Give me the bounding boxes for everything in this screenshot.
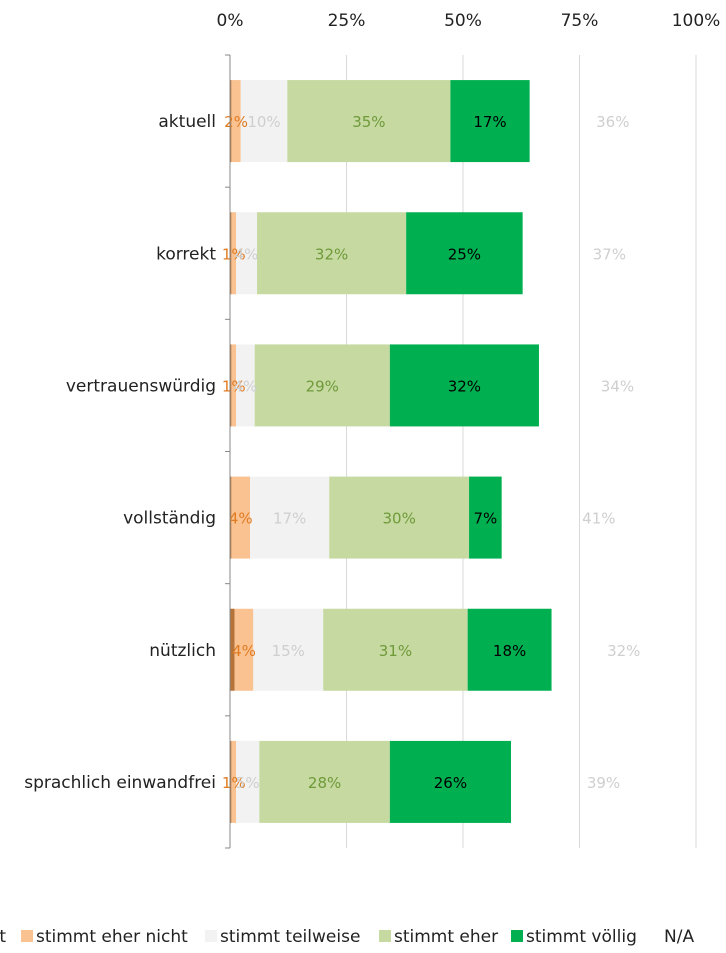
data-label: 7%	[473, 510, 497, 528]
bar-segment	[231, 212, 237, 295]
bar-segment	[236, 740, 260, 823]
data-label: 4%	[229, 510, 253, 528]
category-label: vollständig	[123, 509, 216, 529]
legend-label: stimmt völlig	[526, 927, 637, 947]
bar-segment	[231, 476, 251, 559]
bar-segment	[259, 740, 390, 823]
legend-swatch	[379, 930, 391, 942]
bar-segment	[406, 212, 523, 295]
data-label: 28%	[308, 774, 341, 792]
legend-label: stimmt eher	[394, 927, 498, 947]
data-label: 15%	[272, 642, 305, 660]
data-label: 10%	[247, 113, 280, 131]
bar-segment	[469, 476, 502, 559]
bar-segment	[257, 212, 407, 295]
bar-segment	[389, 344, 539, 427]
data-label: 34%	[601, 377, 634, 395]
x-axis-ticks: 0% 25% 50% 75% 100%	[217, 11, 721, 31]
data-label: 2%	[224, 113, 248, 131]
bar-segment	[250, 476, 330, 559]
data-label: 4%	[232, 642, 256, 660]
data-label: 37%	[593, 245, 626, 263]
bar-segment	[240, 80, 288, 163]
category-label: sprachlich einwandfrei	[24, 773, 216, 793]
category-label: aktuell	[158, 112, 216, 132]
legend-swatch	[205, 930, 217, 942]
data-label: 31%	[379, 642, 412, 660]
x-tick-label: 50%	[444, 11, 482, 31]
data-label: 36%	[596, 113, 629, 131]
bar-segment	[231, 740, 237, 823]
bar-segment	[467, 608, 552, 691]
bar-segment	[236, 212, 258, 295]
bar-segment	[230, 80, 232, 163]
data-label: 1%	[222, 774, 246, 792]
bar-segment	[230, 344, 232, 427]
data-label: 35%	[352, 113, 385, 131]
data-labels: 2% 10% 35% 17% 36%1%4% 32% 25% 37%1%4% 29% 32% 34%…	[222, 113, 641, 792]
bar-segment	[230, 212, 232, 295]
data-label: 41%	[582, 510, 615, 528]
bar-segment	[389, 740, 511, 823]
data-label: 32%	[607, 642, 640, 660]
bar-segment	[323, 608, 468, 691]
data-label: 18%	[493, 642, 526, 660]
bar-segment	[230, 476, 232, 559]
data-label: 4%	[235, 245, 259, 263]
legend: …nt stimmt eher nicht stimmt teilweise stim…	[0, 927, 694, 947]
category-label: vertrauenswürdig	[66, 376, 216, 396]
category-labels: aktuell korrekt vertrauenswürdig vollständi…	[24, 112, 216, 793]
data-label: 1%	[222, 377, 246, 395]
data-label: 32%	[448, 377, 481, 395]
bar-segment	[230, 608, 235, 691]
legend-swatch	[511, 930, 523, 942]
bar-segment	[231, 80, 241, 163]
data-label: 32%	[315, 245, 348, 263]
bar-segment	[253, 608, 324, 691]
data-label: 17%	[273, 510, 306, 528]
x-tick-label: 75%	[561, 11, 599, 31]
bar-segment	[230, 740, 232, 823]
bar-segment	[234, 608, 254, 691]
data-label: 39%	[587, 774, 620, 792]
category-label: nützlich	[149, 641, 216, 661]
bar-segment	[254, 344, 390, 427]
category-axis	[225, 54, 231, 849]
data-label: 5%	[236, 774, 260, 792]
bar-segment	[231, 344, 237, 427]
x-tick-label: 0%	[217, 11, 244, 31]
data-label: 4%	[233, 377, 257, 395]
data-label: 17%	[473, 113, 506, 131]
data-label: 1%	[222, 245, 246, 263]
data-label: 29%	[306, 377, 339, 395]
x-tick-label: 25%	[328, 11, 366, 31]
legend-label: stimmt teilweise	[220, 927, 360, 947]
x-tick-label: 100%	[672, 11, 721, 31]
bar-segment	[329, 476, 470, 559]
bars	[230, 80, 552, 823]
bar-segment	[287, 80, 451, 163]
legend-label: N/A	[664, 927, 694, 947]
category-label: korrekt	[156, 244, 216, 264]
bar-segment	[450, 80, 530, 163]
data-label: 26%	[434, 774, 467, 792]
legend-label: …nt	[0, 927, 6, 947]
data-label: 25%	[448, 245, 481, 263]
bar-segment	[236, 344, 255, 427]
legend-swatch	[21, 930, 33, 942]
legend-label: stimmt eher nicht	[36, 927, 188, 947]
data-label: 30%	[382, 510, 415, 528]
gridlines	[346, 55, 697, 848]
